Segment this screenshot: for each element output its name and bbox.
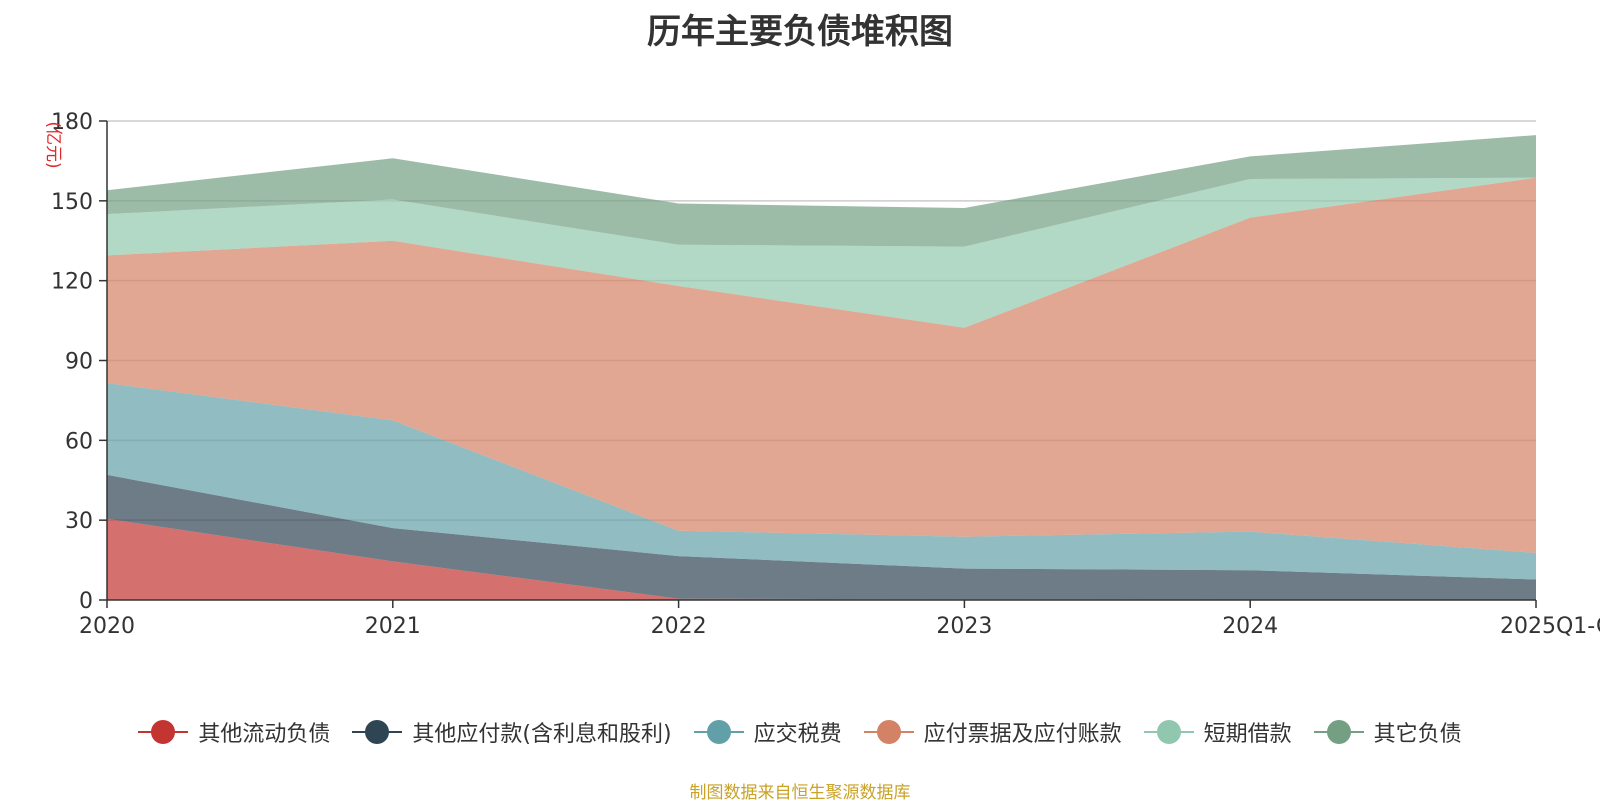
x-tick-label: 2020 xyxy=(79,614,135,639)
legend-dot xyxy=(1156,720,1181,744)
legend-item[interactable]: 其它负债 xyxy=(1313,716,1462,748)
legend-marker-icon xyxy=(863,719,914,745)
x-tick-label: 2022 xyxy=(651,614,707,639)
legend-marker-icon xyxy=(352,719,403,745)
legend-dot xyxy=(365,720,390,744)
y-tick-label: 60 xyxy=(65,429,93,454)
legend-label: 应付票据及应付账款 xyxy=(923,722,1122,747)
y-tick-label: 30 xyxy=(65,509,93,534)
x-tick-label: 2021 xyxy=(365,614,421,639)
y-tick-label: 180 xyxy=(51,110,93,135)
legend-marker-icon xyxy=(1313,719,1364,745)
y-tick-label: 150 xyxy=(51,190,93,215)
legend-marker-icon xyxy=(1143,719,1194,745)
x-tick-label: 2024 xyxy=(1222,614,1278,639)
y-tick-label: 120 xyxy=(51,270,93,295)
legend-item[interactable]: 短期借款 xyxy=(1143,716,1292,748)
y-axis-unit-label: (亿元) xyxy=(43,121,63,168)
y-tick-label: 0 xyxy=(79,589,93,614)
source-note: 制图数据来自恒生聚源数据库 xyxy=(689,783,911,803)
legend-label: 其他应付款(含利息和股利) xyxy=(412,722,672,747)
legend-dot xyxy=(876,720,901,744)
area-series-3[interactable] xyxy=(107,177,1536,553)
legend-label: 应交税费 xyxy=(753,722,842,747)
chart-title: 历年主要负债堆积图 xyxy=(647,12,953,52)
legend-marker-icon xyxy=(693,719,744,745)
legend-item[interactable]: 其他应付款(含利息和股利) xyxy=(352,716,672,748)
legend-item[interactable]: 应交税费 xyxy=(693,716,842,748)
x-tick-label: 2025Q1-Q3 xyxy=(1500,614,1600,639)
area-series-2[interactable] xyxy=(107,383,1536,580)
legend-dot xyxy=(706,720,731,744)
legend-marker-icon xyxy=(138,719,189,745)
legend-dot xyxy=(1326,720,1351,744)
area-series-1[interactable] xyxy=(107,474,1536,600)
legend-dot xyxy=(151,720,176,744)
area-series-0[interactable] xyxy=(107,518,1536,600)
area-series-5[interactable] xyxy=(107,135,1536,247)
legend-label: 其他流动负债 xyxy=(198,722,331,747)
area-series-4[interactable] xyxy=(107,177,1536,328)
y-tick-label: 90 xyxy=(65,350,93,375)
stacked-areas xyxy=(107,135,1536,600)
x-tick-label: 2023 xyxy=(936,614,992,639)
legend-label: 其它负债 xyxy=(1373,722,1462,747)
legend-item[interactable]: 应付票据及应付账款 xyxy=(863,716,1122,748)
legend-item[interactable]: 其他流动负债 xyxy=(138,716,330,748)
legend-label: 短期借款 xyxy=(1203,722,1292,747)
legend: 其他流动负债 其他应付款(含利息和股利) 应交税费 应付票据及应付账款 短期借款 其它负债 xyxy=(0,716,1600,748)
axes: 0 30 60 90 120 150 180 2020 2021 2022 2023 2024 2025… xyxy=(51,110,1600,639)
